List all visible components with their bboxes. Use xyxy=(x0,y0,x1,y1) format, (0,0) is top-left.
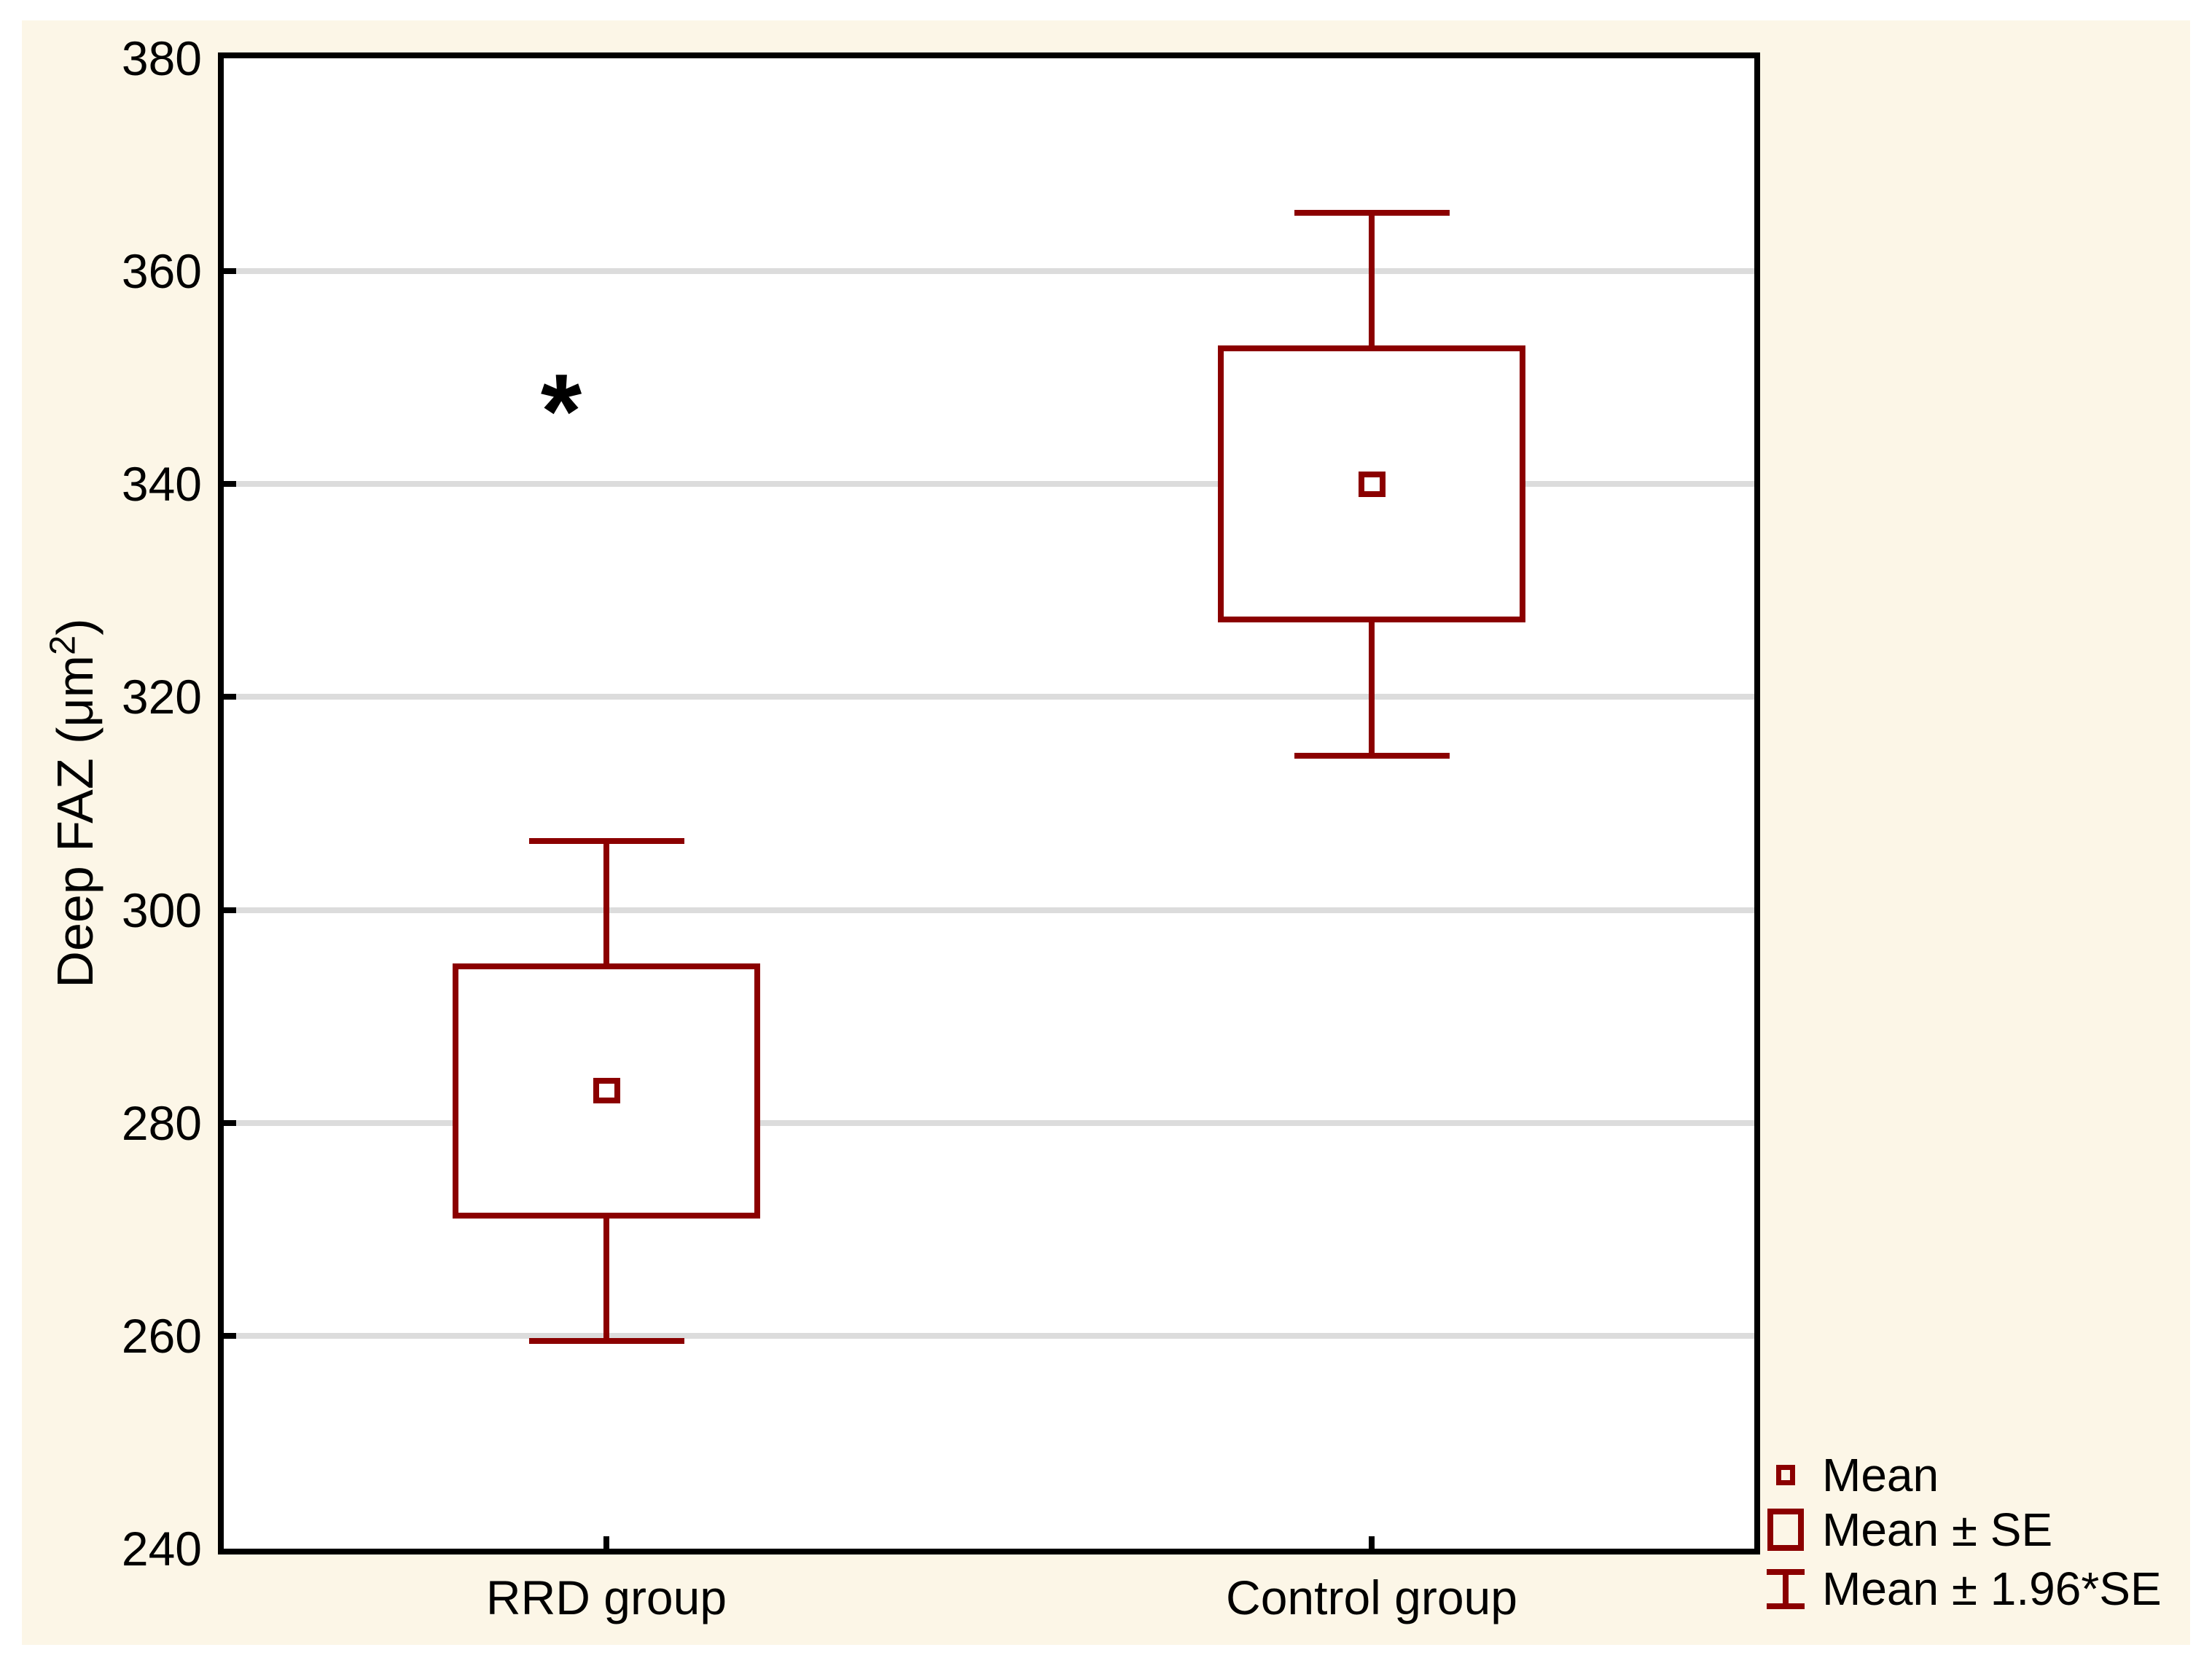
gridline-340 xyxy=(224,481,1754,488)
y-tick-label-260: 260 xyxy=(121,1308,202,1363)
legend-label-1: Mean ± SE xyxy=(1822,1503,2053,1556)
gridline-320 xyxy=(224,694,1754,700)
legend-whisker-icon-bottom-cap xyxy=(1767,1603,1805,1609)
x-category-label-0: RRD group xyxy=(485,1571,727,1624)
mean-marker-1 xyxy=(1358,471,1386,497)
y-tick-label-240: 240 xyxy=(121,1522,202,1576)
y-tick-label-380: 380 xyxy=(121,31,202,85)
y-axis-tick-260 xyxy=(224,1332,236,1339)
whisker-top-cap-0 xyxy=(528,837,684,844)
gridline-360 xyxy=(224,268,1754,275)
whisker-bottom-cap-0 xyxy=(528,1338,684,1345)
legend-whisker-icon-line xyxy=(1783,1568,1789,1609)
whisker-bottom-cap-1 xyxy=(1294,752,1450,759)
y-tick-label-300: 300 xyxy=(121,883,202,937)
legend-label-0: Mean xyxy=(1822,1449,1939,1501)
mean-marker-0 xyxy=(593,1078,620,1104)
y-tick-label-340: 340 xyxy=(121,457,202,512)
y-axis-tick-320 xyxy=(224,694,236,700)
legend-label-2: Mean ± 1.96*SE xyxy=(1822,1563,2162,1615)
gridline-300 xyxy=(224,907,1754,913)
y-axis-tick-340 xyxy=(224,481,236,488)
y-tick-label-280: 280 xyxy=(121,1095,202,1150)
whisker-top-cap-1 xyxy=(1294,209,1450,216)
legend-mean-square-icon xyxy=(1776,1465,1795,1485)
legend-se-box-icon xyxy=(1767,1509,1804,1551)
plot-area xyxy=(218,52,1760,1554)
gridline-280 xyxy=(224,1119,1754,1126)
y-axis-tick-280 xyxy=(224,1119,236,1126)
significance-asterisk: * xyxy=(540,352,582,470)
y-axis-tick-360 xyxy=(224,268,236,275)
x-axis-tick-1 xyxy=(1369,1536,1375,1549)
x-category-label-1: Control group xyxy=(1226,1571,1517,1624)
y-tick-label-360: 360 xyxy=(121,244,202,299)
gridline-260 xyxy=(224,1332,1754,1339)
y-axis-tick-300 xyxy=(224,907,236,913)
y-tick-label-320: 320 xyxy=(121,670,202,724)
x-axis-tick-0 xyxy=(603,1536,609,1549)
y-axis-title: Deep FAZ (μm2) xyxy=(43,618,103,988)
